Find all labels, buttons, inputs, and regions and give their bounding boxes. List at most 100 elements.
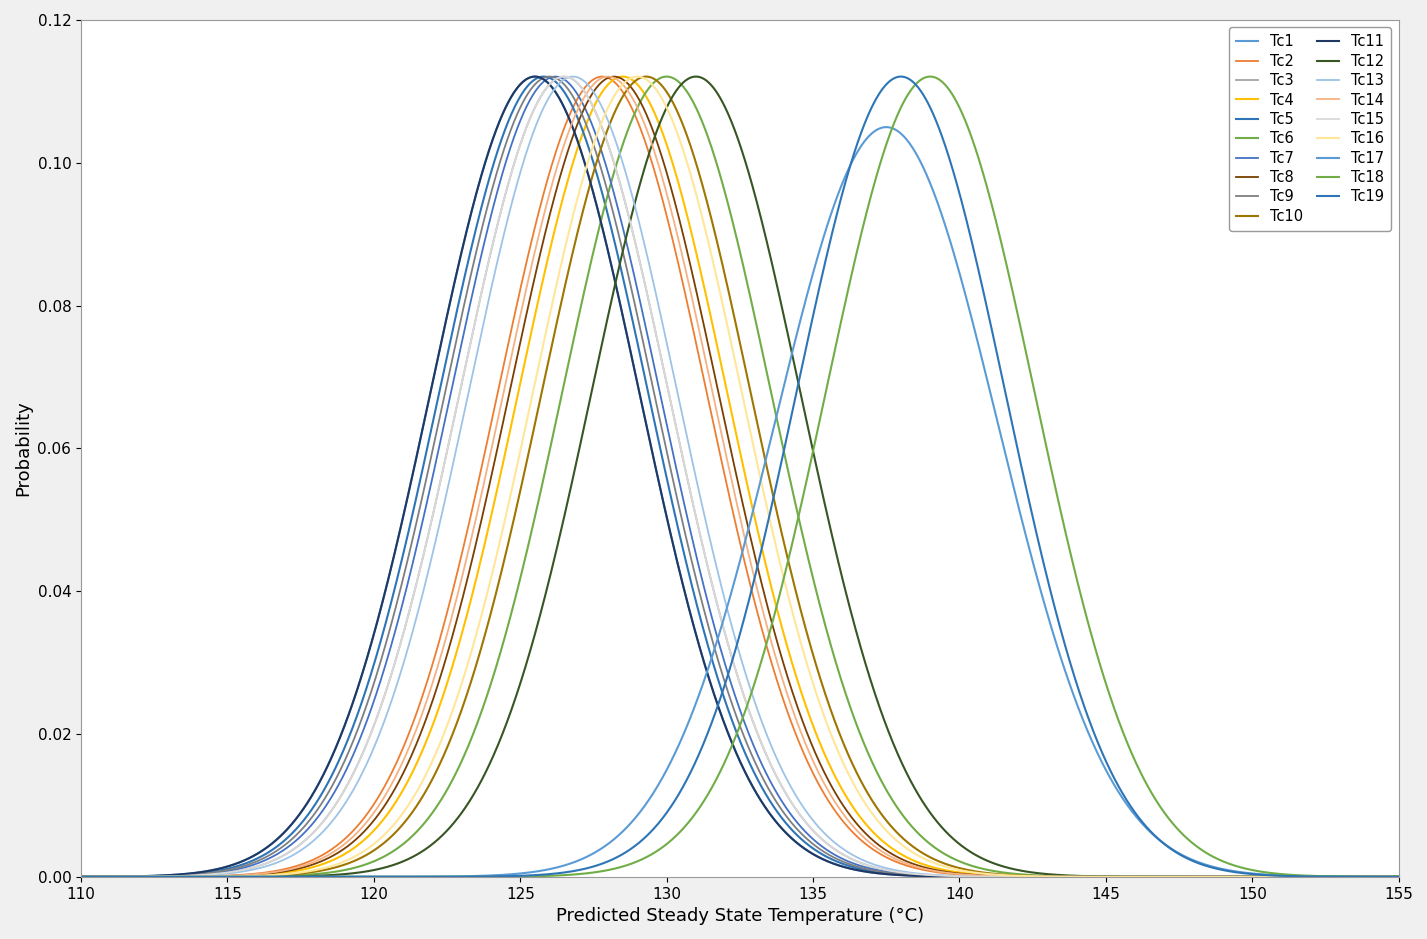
Tc5 [223,862,240,873]
Tc19 [223,871,240,883]
Tc2 [1390,871,1407,883]
Tc7 [73,871,90,883]
Line: Tc12: Tc12 [81,77,1398,877]
Tc15 [1223,871,1240,883]
X-axis label: Predicted Steady State Temperature (°C): Predicted Steady State Temperature (°C) [555,907,923,925]
Line: Tc15: Tc15 [81,77,1398,877]
Tc15 [223,867,240,878]
Tc8 [301,860,318,871]
Tc10 [635,71,652,83]
Tc16 [301,866,318,877]
Legend: Tc1, Tc2, Tc3, Tc4, Tc5, Tc6, Tc7, Tc8, Tc9, Tc10, Tc11, Tc12, Tc13, Tc14, Tc15,: Tc1, Tc2, Tc3, Tc4, Tc5, Tc6, Tc7, Tc8, … [1229,27,1391,231]
Tc4 [223,870,240,882]
Tc9 [1364,871,1381,883]
Tc7 [301,822,318,833]
Tc8 [223,870,240,882]
Tc5 [301,807,318,818]
Tc4 [73,871,90,883]
Tc17 [578,852,595,863]
Tc12 [73,871,90,883]
Tc14 [635,116,652,128]
Tc17 [223,871,240,883]
Tc10 [578,192,595,204]
Tc14 [1364,871,1381,883]
Tc9 [1223,871,1240,883]
Tc14 [73,871,90,883]
Tc3 [73,871,90,883]
Tc16 [629,71,646,83]
Tc9 [1390,871,1407,883]
Tc19 [1223,866,1240,877]
Tc5 [535,71,552,83]
Tc1 [527,71,544,83]
Line: Tc5: Tc5 [81,77,1398,877]
Tc9 [301,815,318,826]
Tc19 [1364,871,1381,883]
Tc5 [578,136,595,147]
Tc10 [1223,871,1240,883]
Tc3 [578,89,595,100]
Tc6 [635,90,652,101]
Tc18 [301,871,318,883]
Tc10 [1364,871,1381,883]
Tc16 [1364,871,1381,883]
Tc18 [1223,859,1240,870]
Tc11 [223,860,240,871]
Tc16 [578,162,595,173]
Tc13 [223,868,240,879]
Tc13 [1223,871,1240,883]
Tc6 [578,277,595,288]
Tc8 [73,871,90,883]
Tc19 [73,871,90,883]
Tc10 [223,870,240,882]
Tc2 [1364,871,1381,883]
Tc18 [223,871,240,883]
Tc2 [223,870,240,881]
Tc5 [73,871,90,883]
Tc2 [73,871,90,883]
Tc16 [1390,871,1407,883]
Tc4 [301,862,318,873]
Tc4 [1390,871,1407,883]
Tc8 [1364,871,1381,883]
Line: Tc3: Tc3 [81,77,1398,877]
Tc8 [1223,871,1240,883]
Tc4 [1223,871,1240,883]
Tc15 [73,871,90,883]
Tc11 [1364,871,1381,883]
Tc1 [578,164,595,176]
Tc1 [1223,871,1240,883]
Tc4 [635,87,652,99]
Tc11 [578,164,595,176]
Tc7 [1390,871,1407,883]
Tc2 [594,71,611,83]
Tc13 [301,839,318,850]
Tc6 [73,871,90,883]
Tc18 [922,71,939,83]
Tc16 [73,871,90,883]
Tc5 [1364,871,1381,883]
Tc2 [1223,871,1240,883]
Tc18 [578,868,595,879]
Y-axis label: Probability: Probability [14,401,31,496]
Tc5 [1223,871,1240,883]
Tc17 [73,871,90,883]
Tc16 [223,870,240,882]
Tc1 [301,793,318,805]
Tc14 [599,71,616,83]
Tc6 [1223,871,1240,883]
Tc16 [635,72,652,84]
Tc3 [635,273,652,285]
Tc13 [565,71,582,83]
Tc11 [73,871,90,883]
Tc17 [1223,865,1240,876]
Tc4 [1364,871,1381,883]
Tc9 [223,864,240,875]
Line: Tc1: Tc1 [81,77,1398,877]
Tc3 [301,831,318,842]
Tc1 [73,871,90,883]
Tc14 [301,858,318,870]
Line: Tc11: Tc11 [81,77,1398,877]
Tc12 [301,870,318,882]
Line: Tc8: Tc8 [81,77,1398,877]
